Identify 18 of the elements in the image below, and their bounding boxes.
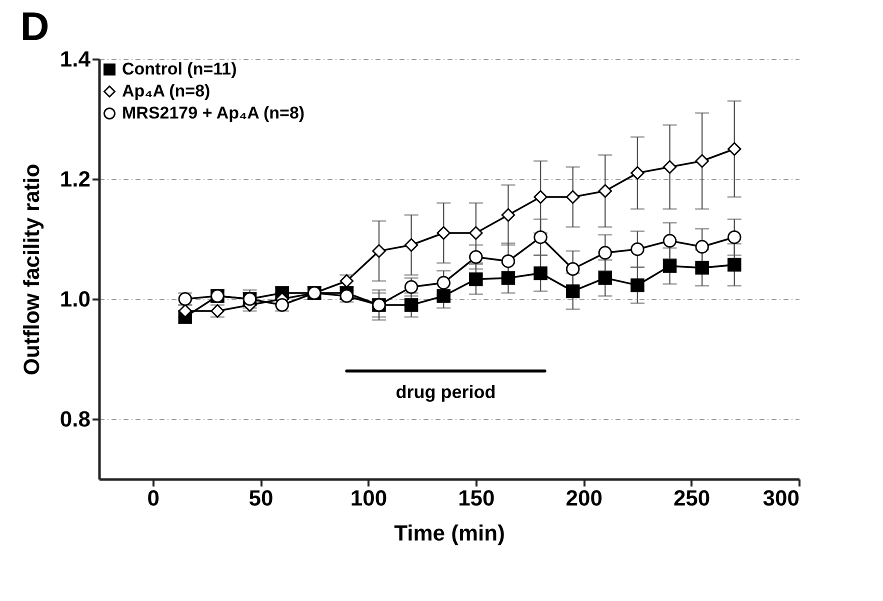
y-tick-label: 1.0 <box>60 286 90 312</box>
legend-label: Ap₄A (n=8) <box>122 82 210 100</box>
y-tick-label: 1.4 <box>60 46 92 72</box>
legend-label: Control (n=11) <box>122 60 237 78</box>
x-tick-label: 250 <box>673 486 710 510</box>
x-tick-label: 100 <box>350 486 388 510</box>
x-tick-label: 200 <box>566 486 602 510</box>
x-tick-label: 50 <box>248 486 274 510</box>
chart-title: D <box>20 5 50 49</box>
x-axis-title: Time (min) <box>394 520 505 546</box>
annotation: drug period <box>396 382 496 402</box>
x-tick-label: 300 <box>762 486 800 510</box>
x-tick-label: 150 <box>458 486 495 510</box>
y-axis-title: Outflow facility ratio <box>18 164 44 376</box>
legend-label: MRS2179 + Ap₄A (n=8) <box>122 104 305 122</box>
y-tick-label: 0.8 <box>60 406 90 432</box>
y-tick-label: 1.2 <box>60 166 90 192</box>
x-tick-label: 0 <box>147 486 160 510</box>
